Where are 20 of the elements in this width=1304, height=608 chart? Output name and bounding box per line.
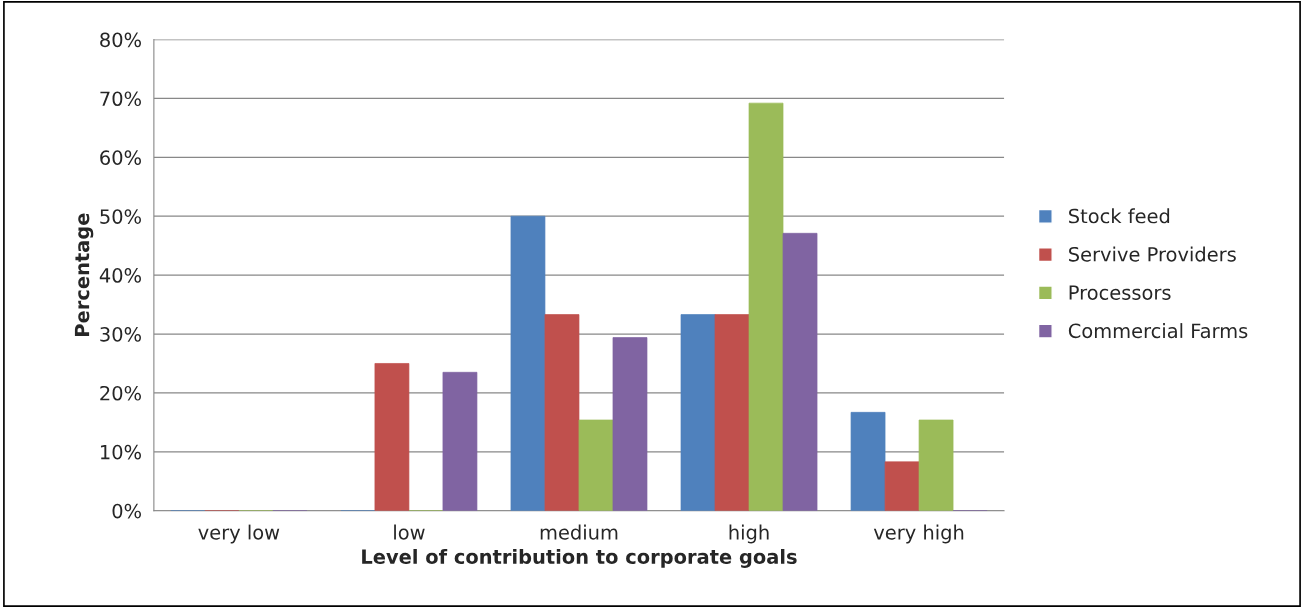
y-tick-label: 10%: [100, 444, 141, 460]
y-tick-label: 60%: [100, 150, 141, 165]
y-tick-label: 20%: [100, 385, 141, 401]
x-axis-title: Level of contribution to corporate goals: [362, 548, 797, 568]
y-tick-label: 0%: [112, 503, 141, 519]
y-tick-label: 80%: [100, 32, 141, 48]
y-axis-title: Percentage: [74, 213, 94, 336]
x-tick-label: low: [394, 524, 425, 540]
legend-label: Processors: [1069, 285, 1171, 300]
y-tick-label: 30%: [100, 326, 141, 342]
legend-label: Servive Providers: [1069, 246, 1236, 262]
y-tick-label: 50%: [100, 209, 141, 224]
x-tick-label: medium: [540, 524, 618, 540]
y-tick-label: 40%: [99, 268, 141, 283]
legend-label: Stock feed: [1069, 208, 1170, 224]
x-tick-label: very low: [198, 524, 280, 544]
legend-label: Commercial Farms: [1068, 323, 1248, 339]
y-tick-label: 70%: [100, 91, 141, 107]
x-tick-label: high: [729, 524, 769, 544]
x-tick-label: very high: [873, 524, 964, 544]
